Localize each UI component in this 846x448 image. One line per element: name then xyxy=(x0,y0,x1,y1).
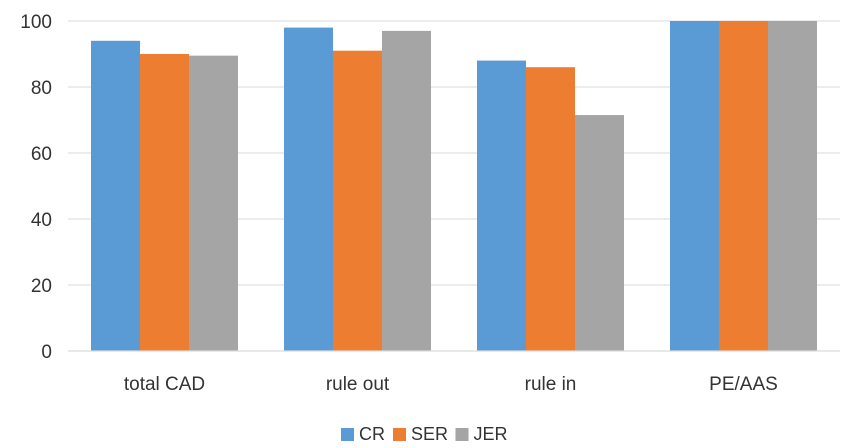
bar-jer xyxy=(382,30,431,352)
legend-swatch-cr xyxy=(341,428,354,441)
y-tick-label: 100 xyxy=(20,12,52,33)
bar-ser xyxy=(526,67,575,351)
bar-cr xyxy=(91,40,140,352)
y-tick-label: 0 xyxy=(41,342,52,363)
x-category-label: total CAD xyxy=(124,374,205,395)
x-category-label: rule out xyxy=(326,374,390,395)
y-tick-label: 80 xyxy=(31,78,52,99)
bars xyxy=(91,21,817,352)
y-tick-label: 20 xyxy=(31,276,52,297)
y-tick-label: 40 xyxy=(31,210,52,231)
bar-ser xyxy=(140,54,189,351)
legend-swatch-ser xyxy=(393,428,406,441)
x-axis-category-labels: total CAD rule out rule in PE/AAS xyxy=(124,374,778,395)
bar-cr xyxy=(670,21,719,351)
bar-cr xyxy=(477,60,526,351)
bar-jer xyxy=(575,115,624,351)
legend-label-ser: SER xyxy=(411,424,448,444)
legend-swatch-jer xyxy=(455,428,469,441)
bar-cr xyxy=(284,27,333,351)
legend-label-cr: CR xyxy=(359,424,385,444)
bar-jer xyxy=(768,21,817,351)
bar-ser xyxy=(719,21,768,351)
bar-jer xyxy=(189,55,238,352)
bar-ser xyxy=(333,50,382,351)
legend-label-jer: JER xyxy=(474,424,508,444)
y-axis-tick-labels: 0 20 40 60 80 100 xyxy=(20,12,52,363)
x-category-label: PE/AAS xyxy=(709,374,778,395)
x-category-label: rule in xyxy=(525,374,577,395)
y-tick-label: 60 xyxy=(31,144,52,165)
legend: CR SER JER xyxy=(341,424,508,444)
